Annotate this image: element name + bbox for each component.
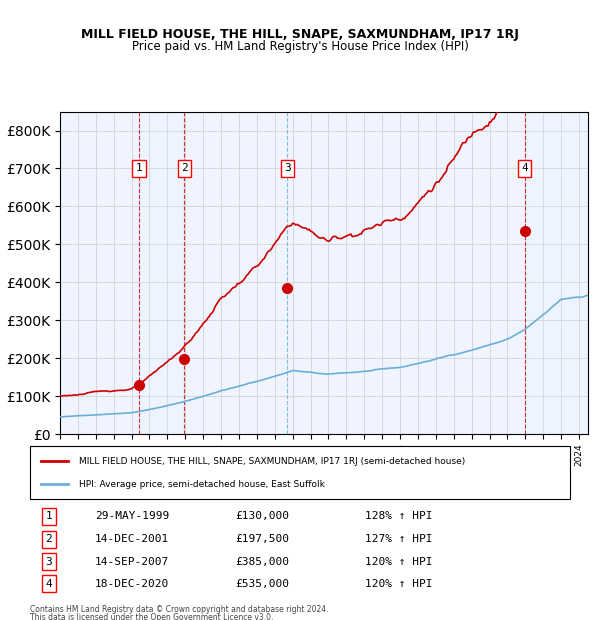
Text: 3: 3 [46, 557, 52, 567]
Text: HPI: Average price, semi-detached house, East Suffolk: HPI: Average price, semi-detached house,… [79, 480, 325, 489]
Text: 4: 4 [521, 164, 528, 174]
Text: 120% ↑ HPI: 120% ↑ HPI [365, 578, 432, 588]
Text: 18-DEC-2020: 18-DEC-2020 [95, 578, 169, 588]
Text: 127% ↑ HPI: 127% ↑ HPI [365, 534, 432, 544]
Text: 14-DEC-2001: 14-DEC-2001 [95, 534, 169, 544]
Text: Contains HM Land Registry data © Crown copyright and database right 2024.: Contains HM Land Registry data © Crown c… [30, 604, 329, 614]
Text: MILL FIELD HOUSE, THE HILL, SNAPE, SAXMUNDHAM, IP17 1RJ: MILL FIELD HOUSE, THE HILL, SNAPE, SAXMU… [81, 28, 519, 41]
Text: £535,000: £535,000 [235, 578, 289, 588]
Text: 128% ↑ HPI: 128% ↑ HPI [365, 512, 432, 521]
Text: 1: 1 [136, 164, 142, 174]
Text: Price paid vs. HM Land Registry's House Price Index (HPI): Price paid vs. HM Land Registry's House … [131, 40, 469, 53]
Text: 120% ↑ HPI: 120% ↑ HPI [365, 557, 432, 567]
Text: £197,500: £197,500 [235, 534, 289, 544]
Text: MILL FIELD HOUSE, THE HILL, SNAPE, SAXMUNDHAM, IP17 1RJ (semi-detached house): MILL FIELD HOUSE, THE HILL, SNAPE, SAXMU… [79, 457, 465, 466]
Text: 3: 3 [284, 164, 291, 174]
Text: 2: 2 [181, 164, 188, 174]
Text: £385,000: £385,000 [235, 557, 289, 567]
Bar [139, 112, 184, 434]
Text: 29-MAY-1999: 29-MAY-1999 [95, 512, 169, 521]
Bar [524, 112, 588, 434]
Text: £130,000: £130,000 [235, 512, 289, 521]
Text: This data is licensed under the Open Government Licence v3.0.: This data is licensed under the Open Gov… [30, 613, 274, 620]
Text: 14-SEP-2007: 14-SEP-2007 [95, 557, 169, 567]
Text: 1: 1 [46, 512, 52, 521]
FancyBboxPatch shape [30, 446, 570, 499]
Text: 2: 2 [46, 534, 52, 544]
Text: 4: 4 [46, 578, 52, 588]
